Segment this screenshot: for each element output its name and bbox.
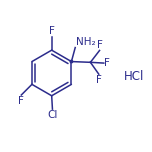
Text: F: F [18,96,23,106]
Text: F: F [104,58,110,68]
Text: F: F [96,75,102,85]
Text: F: F [49,26,55,36]
Text: HCl: HCl [124,69,144,83]
Circle shape [70,60,73,63]
Text: NH₂: NH₂ [76,37,96,47]
Text: F: F [97,40,102,50]
Text: Cl: Cl [47,110,58,120]
